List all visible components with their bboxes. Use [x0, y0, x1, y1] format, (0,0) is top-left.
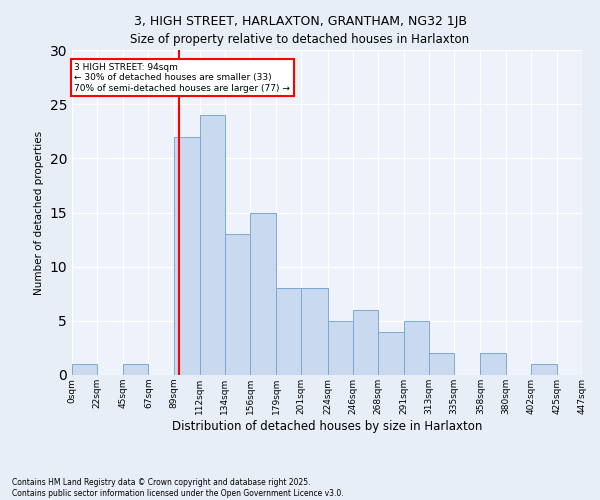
- Text: Contains HM Land Registry data © Crown copyright and database right 2025.
Contai: Contains HM Land Registry data © Crown c…: [12, 478, 344, 498]
- Bar: [124, 364, 148, 375]
- Bar: [250, 212, 276, 375]
- Bar: [530, 364, 557, 375]
- Bar: [276, 288, 301, 375]
- Bar: [173, 136, 200, 375]
- Y-axis label: Number of detached properties: Number of detached properties: [34, 130, 44, 294]
- Text: 3, HIGH STREET, HARLAXTON, GRANTHAM, NG32 1JB: 3, HIGH STREET, HARLAXTON, GRANTHAM, NG3…: [133, 15, 467, 28]
- X-axis label: Distribution of detached houses by size in Harlaxton: Distribution of detached houses by size …: [172, 420, 482, 432]
- Text: Size of property relative to detached houses in Harlaxton: Size of property relative to detached ho…: [130, 32, 470, 46]
- Bar: [404, 321, 429, 375]
- Bar: [582, 364, 600, 375]
- Bar: [353, 310, 378, 375]
- Bar: [481, 354, 506, 375]
- Bar: [328, 321, 353, 375]
- Bar: [378, 332, 404, 375]
- Bar: [225, 234, 250, 375]
- Bar: [72, 364, 97, 375]
- Bar: [429, 354, 454, 375]
- Text: 3 HIGH STREET: 94sqm
← 30% of detached houses are smaller (33)
70% of semi-detac: 3 HIGH STREET: 94sqm ← 30% of detached h…: [74, 63, 290, 93]
- Bar: [200, 115, 225, 375]
- Bar: [301, 288, 328, 375]
